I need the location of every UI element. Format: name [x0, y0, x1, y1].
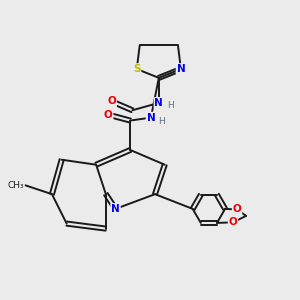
- Text: O: O: [233, 205, 242, 214]
- Text: S: S: [133, 64, 140, 74]
- Text: O: O: [107, 96, 116, 106]
- Text: O: O: [229, 218, 237, 227]
- Text: N: N: [154, 98, 163, 108]
- Text: N: N: [176, 64, 185, 74]
- Text: N: N: [111, 204, 120, 214]
- Text: CH₃: CH₃: [8, 181, 24, 190]
- Text: H: H: [158, 117, 165, 126]
- Text: N: N: [146, 112, 155, 123]
- Text: H: H: [167, 101, 174, 110]
- Text: O: O: [104, 110, 112, 120]
